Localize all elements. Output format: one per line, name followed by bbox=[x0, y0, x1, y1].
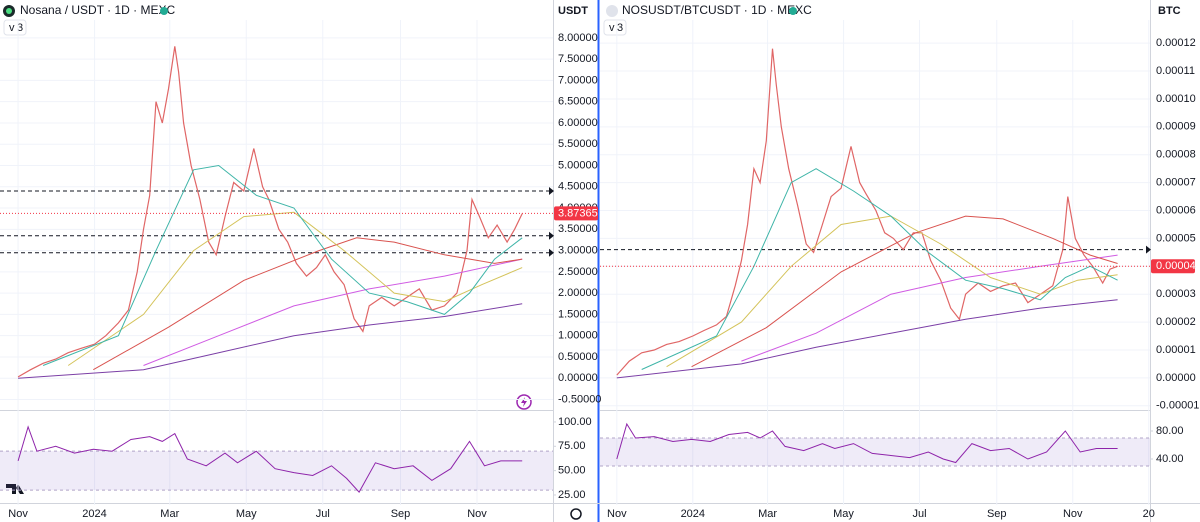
line-series bbox=[641, 168, 1118, 370]
line-series bbox=[143, 258, 523, 366]
y-tick-label: 0.00012 bbox=[1156, 37, 1196, 49]
x-tick-label: Mar bbox=[160, 508, 179, 520]
y-tick-label: 0.00010 bbox=[1156, 93, 1196, 105]
y-tick-label: 0.00005 bbox=[1156, 232, 1196, 244]
indicator-count: 3 bbox=[17, 22, 23, 34]
y-tick-label: 7.50000 bbox=[558, 53, 598, 65]
y-tick-label: 0.00011 bbox=[1156, 65, 1195, 77]
y-tick-label: -0.50000 bbox=[558, 393, 601, 405]
rsi-band bbox=[600, 437, 1150, 467]
y-tick-label: 1.50000 bbox=[558, 308, 598, 320]
tradingview-logo[interactable] bbox=[6, 484, 24, 494]
x-tick-label: Nov bbox=[467, 508, 487, 520]
indicator-count: 3 bbox=[617, 22, 623, 34]
y-tick-label: 0.00000 bbox=[1156, 372, 1196, 384]
line-series bbox=[93, 237, 523, 371]
y-tick-label: 3.50000 bbox=[558, 223, 598, 235]
symbol-icon-inner bbox=[6, 8, 12, 14]
rsi-tick-label: 100.00 bbox=[558, 416, 592, 428]
y-tick-label: 5.00000 bbox=[558, 159, 598, 171]
x-tick-label: Mar bbox=[758, 508, 777, 520]
rsi-tick-label: 80.00 bbox=[1156, 425, 1184, 437]
x-tick-label: Sep bbox=[391, 508, 411, 520]
x-tick-label: 20 bbox=[1143, 508, 1155, 520]
x-tick-label: Jul bbox=[913, 508, 927, 520]
line-series bbox=[666, 215, 1118, 368]
status-dot bbox=[160, 7, 168, 15]
y-tick-label: 8.00000 bbox=[558, 32, 598, 44]
last-price-badge bbox=[554, 206, 598, 221]
line-series bbox=[17, 425, 523, 493]
y-tick-label: -0.00001 bbox=[1156, 400, 1199, 412]
last-price-badge bbox=[1151, 259, 1195, 274]
line-series bbox=[67, 211, 523, 366]
y-tick-label: 2.00000 bbox=[558, 287, 598, 299]
y-tick-label: 6.50000 bbox=[558, 96, 598, 108]
currency-label[interactable]: BTC bbox=[1158, 5, 1181, 17]
x-tick-label: Nov bbox=[8, 508, 28, 520]
y-tick-label: 0.00002 bbox=[1156, 316, 1196, 328]
level-marker bbox=[549, 187, 554, 196]
last-price-label: 3.87365 bbox=[558, 207, 598, 219]
y-tick-label: 1.00000 bbox=[558, 330, 598, 342]
level-marker bbox=[1146, 245, 1151, 254]
indicator-toggle[interactable] bbox=[603, 19, 627, 36]
indicator-toggle[interactable] bbox=[3, 19, 27, 36]
y-tick-label: 2.50000 bbox=[558, 266, 598, 278]
x-tick-label: May bbox=[236, 508, 257, 520]
y-tick-label: 6.00000 bbox=[558, 117, 598, 129]
line-series bbox=[17, 46, 523, 378]
lightning-bolt bbox=[521, 397, 527, 407]
rsi-tick-label: 75.00 bbox=[558, 440, 586, 452]
symbol-icon[interactable] bbox=[606, 5, 618, 17]
symbol-title[interactable]: NOSUSDT/BTCUSDT · 1D · MEXC bbox=[622, 3, 812, 17]
line-series bbox=[691, 215, 1118, 368]
chevron: v bbox=[9, 22, 15, 34]
x-tick-label: Nov bbox=[607, 508, 627, 520]
rsi-tick-label: 50.00 bbox=[558, 465, 586, 477]
y-tick-label: 4.50000 bbox=[558, 181, 598, 193]
y-tick-label: 0.00006 bbox=[1156, 204, 1196, 216]
y-tick-label: 0.00007 bbox=[1156, 177, 1196, 189]
y-tick-label: 0.00003 bbox=[1156, 288, 1196, 300]
x-tick-label: 2024 bbox=[681, 508, 705, 520]
status-dot bbox=[789, 7, 797, 15]
x-tick-label: 2024 bbox=[82, 508, 106, 520]
y-tick-label: 0.00009 bbox=[1156, 121, 1196, 133]
y-tick-label: 0.00001 bbox=[1156, 344, 1196, 356]
line-series bbox=[18, 303, 523, 379]
level-marker bbox=[549, 248, 554, 257]
y-tick-label: 3.00000 bbox=[558, 244, 598, 256]
currency-label[interactable]: USDT bbox=[558, 5, 588, 17]
x-tick-label: Sep bbox=[987, 508, 1007, 520]
rsi-tick-label: 25.00 bbox=[558, 489, 586, 501]
y-tick-label: 0.50000 bbox=[558, 351, 598, 363]
level-marker bbox=[549, 231, 554, 240]
y-tick-label: 0.00000 bbox=[558, 372, 598, 384]
y-tick-label: 5.50000 bbox=[558, 138, 598, 150]
line-series bbox=[616, 299, 1118, 379]
settings-icon[interactable] bbox=[570, 508, 582, 520]
line-series bbox=[741, 254, 1118, 362]
rsi-tick-label: 40.00 bbox=[1156, 453, 1184, 465]
rsi-band bbox=[0, 451, 553, 491]
chevron: v bbox=[609, 22, 615, 34]
x-tick-label: Jul bbox=[316, 508, 330, 520]
y-tick-label: 0.00008 bbox=[1156, 149, 1196, 161]
line-series bbox=[616, 422, 1118, 464]
lightning-icon[interactable] bbox=[516, 394, 532, 410]
last-price-label: 0.00004 bbox=[1156, 260, 1196, 272]
x-tick-label: Nov bbox=[1063, 508, 1083, 520]
line-series bbox=[42, 164, 523, 366]
y-tick-label: 7.00000 bbox=[558, 74, 598, 86]
x-tick-label: May bbox=[833, 508, 854, 520]
symbol-title[interactable]: Nosana / USDT · 1D · MEXC bbox=[20, 3, 175, 17]
